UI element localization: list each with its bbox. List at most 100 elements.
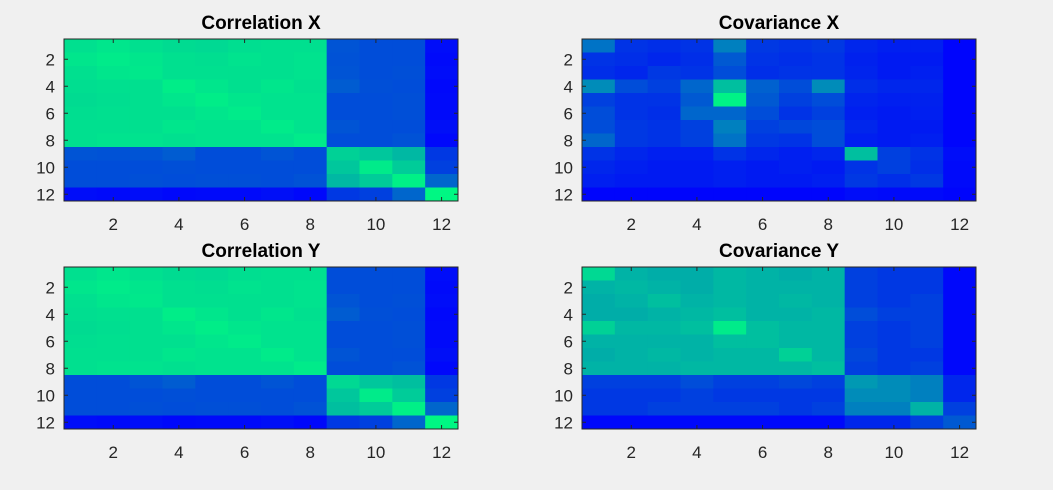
heatmap-cell (129, 361, 163, 376)
heatmap-cell (779, 52, 813, 67)
heatmap-cell (129, 294, 163, 308)
heatmap-cell (844, 307, 878, 322)
heatmap-cell (877, 187, 911, 202)
heatmap-cell (96, 280, 131, 295)
heatmap-cell (64, 147, 98, 161)
heatmap-cell (647, 280, 681, 295)
heatmap-cell (746, 133, 780, 148)
heatmap-cell (647, 52, 681, 67)
heatmap-cell (162, 375, 196, 389)
heatmap-cell (680, 187, 714, 202)
heatmap-cell (64, 39, 98, 53)
heatmap-cell (647, 39, 681, 53)
panel-covariance-y: Covariance Y 2 4 6 8 10 12 2 4 6 8 10 12 (554, 241, 977, 462)
heatmap-cell (96, 348, 131, 362)
heatmap-cell (943, 334, 977, 349)
heatmap-cell (425, 348, 459, 362)
heatmap-cell (326, 375, 360, 389)
heatmap-cell (64, 334, 98, 349)
heatmap-cell (162, 187, 196, 202)
heatmap-cell (877, 280, 911, 295)
heatmap-cell (943, 321, 977, 335)
heatmap-cell (746, 147, 780, 161)
heatmap-cell (425, 388, 459, 403)
axis-ticks: 2 4 6 8 10 12 2 4 6 8 10 12 (554, 38, 977, 234)
heatmap-cell (647, 66, 681, 80)
heatmap-cell (425, 39, 459, 53)
heatmap-cell (910, 39, 944, 53)
heatmap-cells (582, 267, 977, 430)
heatmap-cell (425, 66, 459, 80)
heatmap-cell (195, 52, 229, 67)
heatmap-cell (359, 334, 393, 349)
heatmap-cell (359, 39, 393, 53)
heatmap-cell (779, 388, 813, 403)
heatmap-cell (844, 415, 878, 430)
heatmap-cell (359, 375, 393, 389)
heatmap-cell (910, 321, 944, 335)
heatmap-cell (261, 52, 295, 67)
heatmap-cell (425, 361, 459, 376)
heatmap-cell (844, 361, 878, 376)
heatmap-cell (293, 93, 328, 107)
heatmap-cell (844, 39, 878, 53)
heatmap-cell (359, 267, 393, 281)
heatmap-cell (877, 375, 911, 389)
heatmap-cell (425, 375, 459, 389)
heatmap-cell (811, 415, 846, 430)
heatmap-cell (680, 294, 714, 308)
heatmap-cell (96, 361, 131, 376)
heatmap-cell (910, 294, 944, 308)
heatmap-cell (910, 402, 944, 416)
heatmap-cell (195, 93, 229, 107)
heatmap-cell (680, 307, 714, 322)
heatmap-cell (877, 93, 911, 107)
heatmap-cell (425, 415, 459, 430)
heatmap-cell (261, 334, 295, 349)
heatmap-cell (680, 415, 714, 430)
heatmap-cell (582, 174, 616, 188)
heatmap-cell (228, 388, 262, 403)
heatmap-cell (228, 375, 262, 389)
heatmap-cell (713, 294, 747, 308)
heatmap-cell (195, 106, 229, 121)
heatmap-cell (392, 174, 426, 188)
heatmap-cell (680, 106, 714, 121)
heatmap-cell (910, 348, 944, 362)
heatmap-cell (64, 120, 98, 134)
heatmap-cell (614, 66, 649, 80)
heatmap-cell (228, 39, 262, 53)
x-tick-label: 4 (174, 215, 183, 234)
x-tick-label: 10 (884, 443, 903, 462)
heatmap-cell (293, 375, 328, 389)
heatmap-cell (425, 294, 459, 308)
heatmap-cell (844, 174, 878, 188)
heatmap-cell (392, 39, 426, 53)
heatmap-cell (943, 187, 977, 202)
heatmap-cell (64, 66, 98, 80)
heatmap-cell (877, 133, 911, 148)
heatmap-cell (162, 79, 196, 94)
chart-title: Covariance Y (719, 241, 839, 262)
heatmap-cell (64, 174, 98, 188)
heatmap-cell (425, 93, 459, 107)
heatmap-cell (713, 66, 747, 80)
heatmap-cell (680, 334, 714, 349)
heatmap-cell (129, 187, 163, 202)
heatmap-cell (195, 160, 229, 175)
heatmap-cell (713, 361, 747, 376)
heatmap-cell (844, 52, 878, 67)
heatmap-cell (943, 133, 977, 148)
heatmap-cell (844, 133, 878, 148)
heatmap-cell (96, 415, 131, 430)
heatmap-cell (228, 402, 262, 416)
heatmap-cell (195, 174, 229, 188)
heatmap-cells (582, 39, 977, 202)
heatmap-cell (647, 348, 681, 362)
y-tick-label: 8 (564, 131, 573, 150)
heatmap-cell (359, 52, 393, 67)
heatmap-cell (162, 294, 196, 308)
heatmap-cell (326, 307, 360, 322)
heatmap-cell (261, 307, 295, 322)
x-tick-label: 10 (366, 215, 385, 234)
